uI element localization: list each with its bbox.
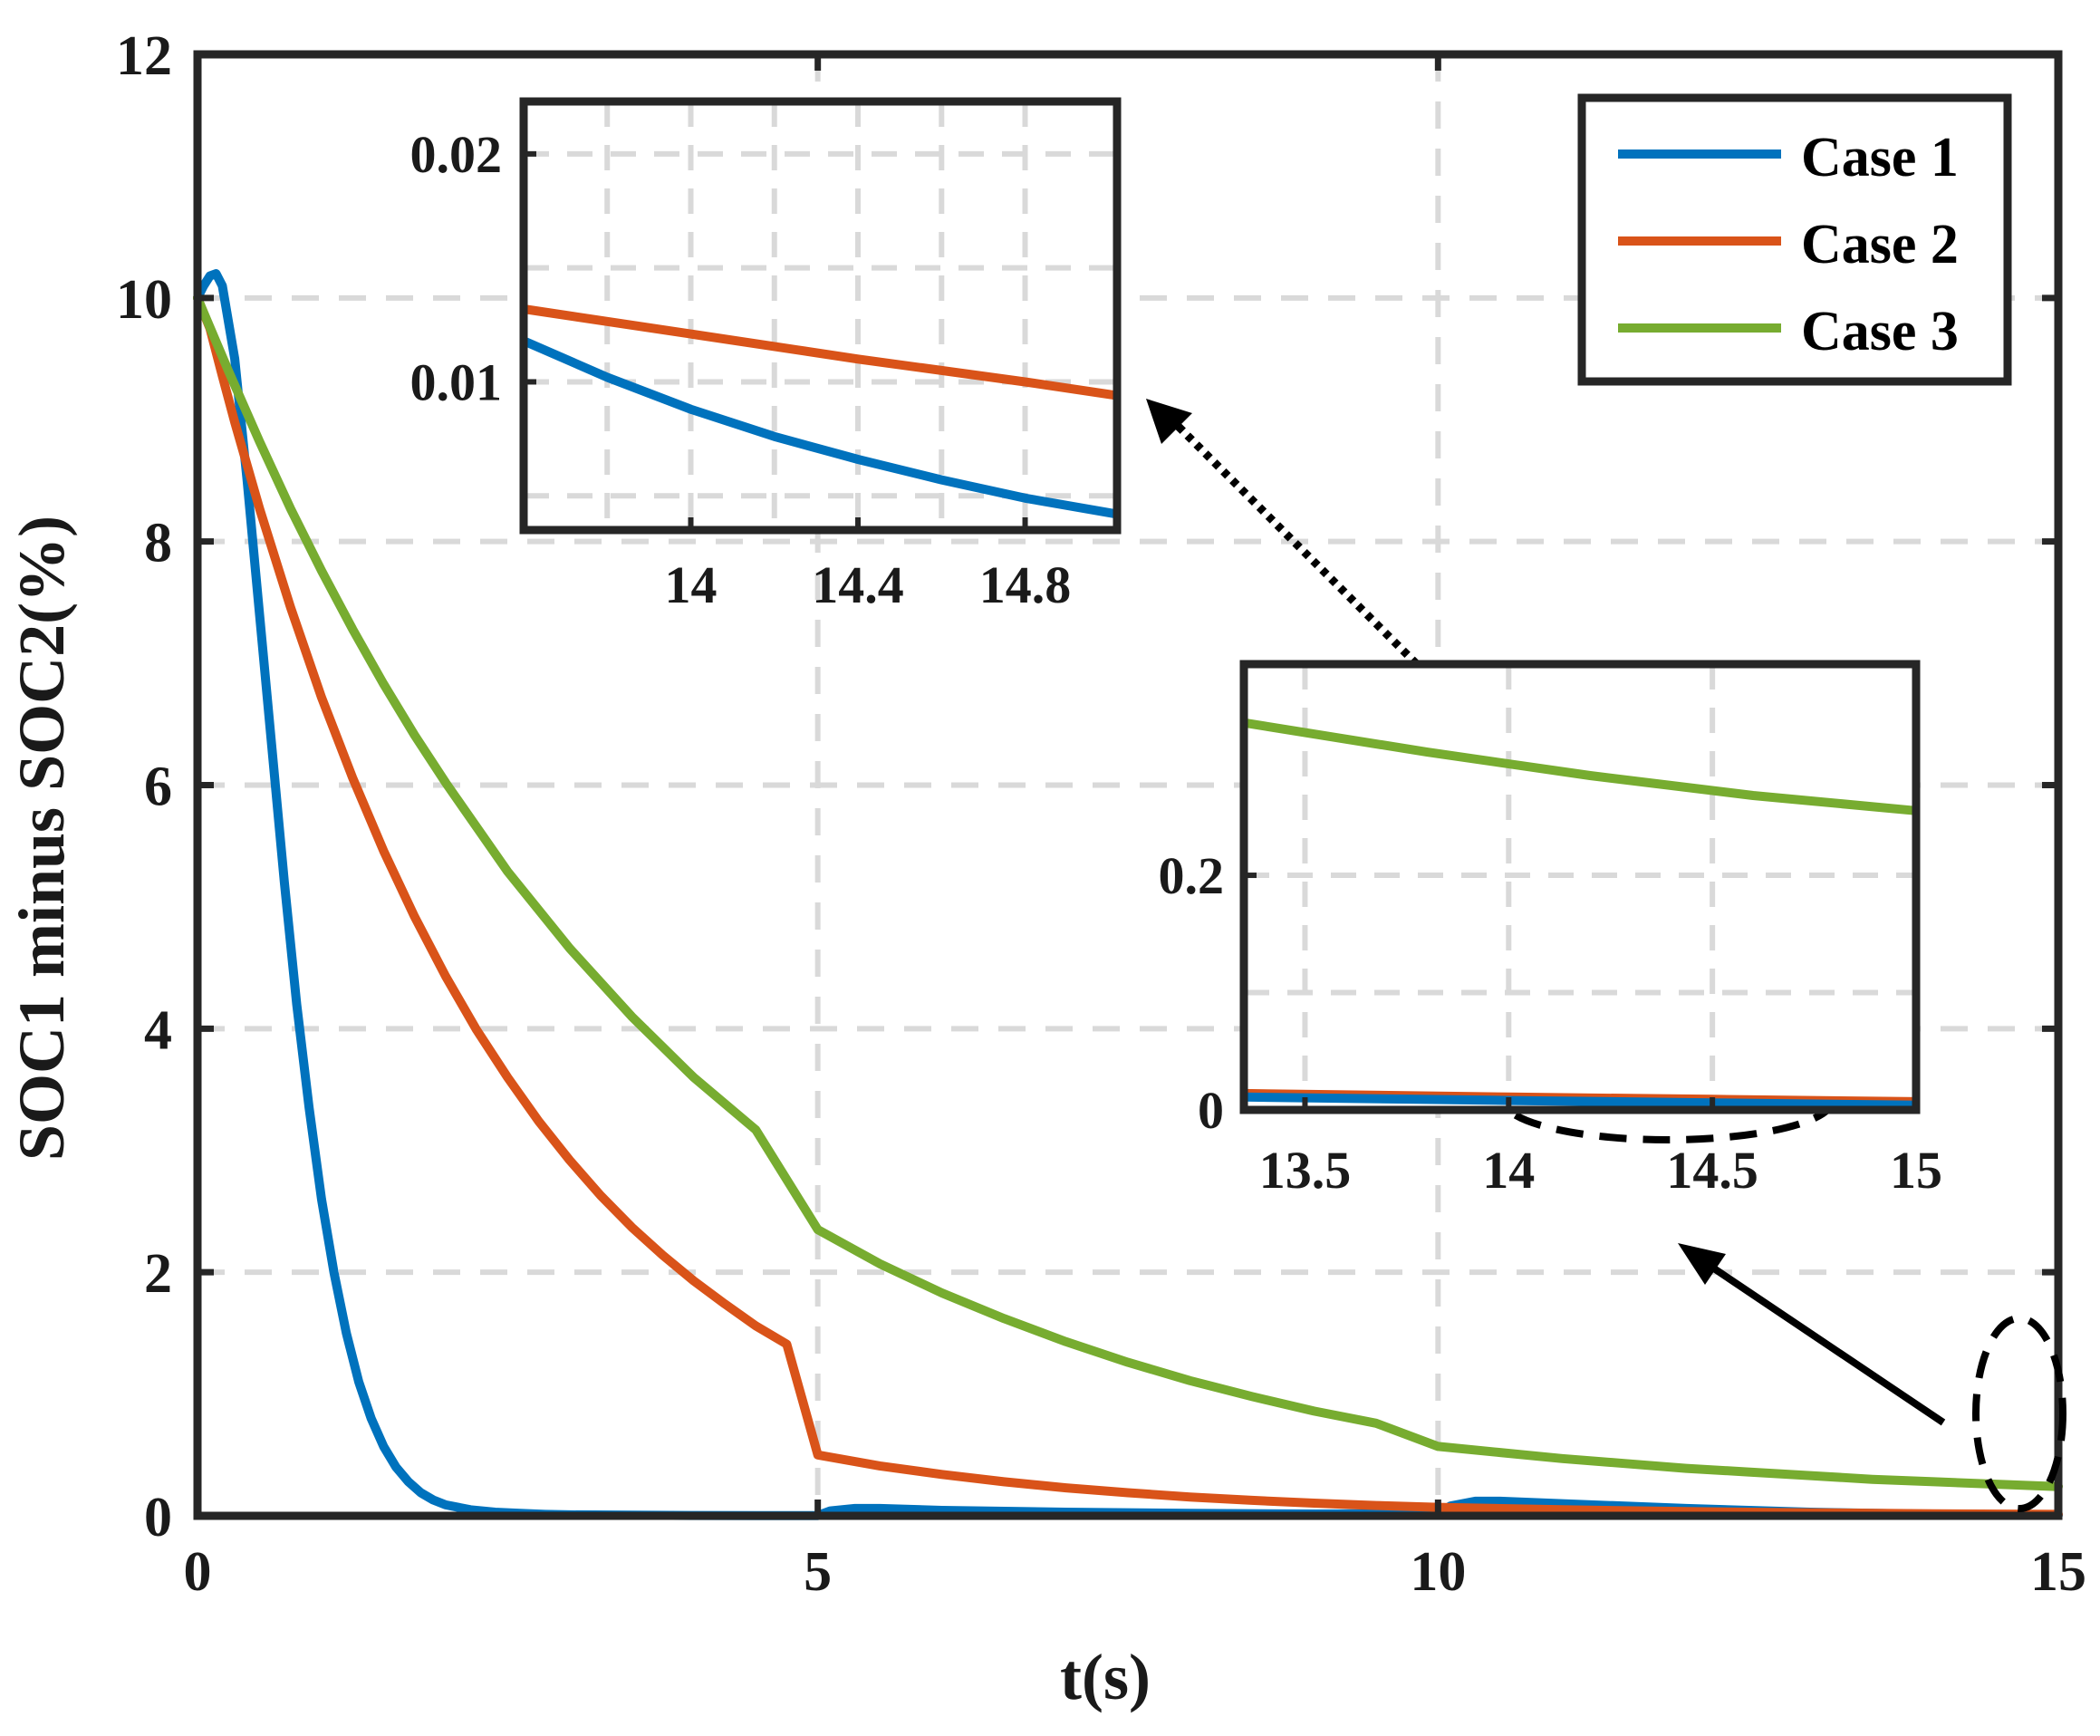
inset-top-series-case2 <box>523 304 1118 400</box>
inset-bottom-x-tick-label-15: 15 <box>1890 1141 1942 1200</box>
series-line-case2 <box>193 293 2063 1519</box>
inset-bottom-series-case1 <box>1243 1092 1917 1110</box>
arrow-head-top-inset <box>1146 399 1192 444</box>
x-tick-label-15: 15 <box>2030 1541 2086 1603</box>
x-tick-label-5: 5 <box>804 1541 832 1603</box>
legend: Case 1 Case 2 Case 3 <box>1577 93 2012 386</box>
inset-bottom: 13.5 14 14.5 15 0 0.2 <box>1159 660 1942 1200</box>
y-tick-label-2: 2 <box>144 1243 172 1305</box>
inset-bottom-x-tick-label-14: 14 <box>1482 1141 1535 1200</box>
y-tick-label-0: 0 <box>144 1487 172 1548</box>
inset-top-background <box>524 101 1117 530</box>
inset-bottom-frame <box>1239 660 1921 1114</box>
inset-bottom-y-tick-label-0: 0 <box>1198 1081 1224 1140</box>
inset-top-y-tick-label-0.01: 0.01 <box>410 352 503 411</box>
legend-label-case3: Case 3 <box>1801 301 1959 362</box>
arrow-head-bottom-inset <box>1678 1243 1726 1285</box>
legend-label-case2: Case 2 <box>1801 214 1959 275</box>
inset-top-series-case1 <box>522 336 1118 519</box>
inset-bottom-series-case3 <box>1243 718 1917 815</box>
inset-top: 14 14.4 14.8 0.01 0.02 <box>410 97 1122 614</box>
inset-top-x-tick-label-14.4: 14.4 <box>812 555 904 614</box>
y-tick-label-8: 8 <box>144 513 172 574</box>
arrow-to-bottom-inset <box>1700 1258 1946 1426</box>
main-axis-ticks: 0 5 10 15 0 2 4 6 8 10 12 <box>116 25 2086 1603</box>
inset-bottom-x-tick-label-14.5: 14.5 <box>1666 1141 1758 1200</box>
y-axis-title: SOC1 minus SOC2(%) <box>5 516 78 1161</box>
inset-top-x-tick-label-14: 14 <box>665 555 718 614</box>
inset-bottom-y-tick-label-0.2: 0.2 <box>1159 846 1225 905</box>
series-line-case3 <box>193 293 2063 1491</box>
y-tick-label-6: 6 <box>144 757 172 818</box>
x-tick-label-0: 0 <box>184 1541 212 1603</box>
inset-top-frame <box>519 97 1122 535</box>
legend-label-case1: Case 1 <box>1801 127 1959 188</box>
x-tick-label-10: 10 <box>1410 1541 1466 1603</box>
inset-bottom-background <box>1244 664 1916 1110</box>
y-tick-label-10: 10 <box>116 269 172 331</box>
y-tick-label-4: 4 <box>144 999 172 1061</box>
inset-top-y-tick-label-0.02: 0.02 <box>410 125 503 184</box>
x-axis-title: t(s) <box>1060 1641 1151 1713</box>
zoom-ellipse-main <box>1972 1315 2066 1512</box>
inset-bottom-x-tick-label-13.5: 13.5 <box>1259 1141 1352 1200</box>
inset-top-x-tick-label-14.8: 14.8 <box>979 555 1072 614</box>
y-tick-label-12: 12 <box>116 25 172 87</box>
